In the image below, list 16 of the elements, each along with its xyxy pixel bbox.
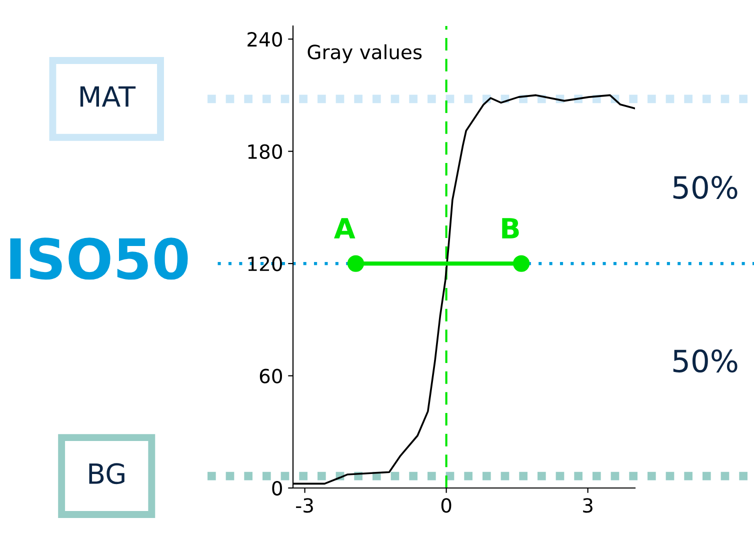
text: 50% bbox=[673, 176, 738, 199]
y-tick-label: 0 bbox=[272, 480, 282, 496]
text: 50% bbox=[673, 349, 738, 373]
annotation: B bbox=[502, 218, 519, 238]
ref-line-label: MAT bbox=[80, 86, 136, 107]
x-tick-label: 3 bbox=[583, 498, 592, 513]
ref-line-label: ISO50 bbox=[10, 238, 188, 280]
annotation: A bbox=[334, 218, 356, 238]
text: Gray values bbox=[308, 44, 422, 64]
y-tick-label: 180 bbox=[248, 144, 282, 159]
ref-line-label: BG bbox=[89, 463, 124, 484]
y-tick-label: 120 bbox=[248, 256, 282, 272]
x-tick-label: 0 bbox=[441, 498, 452, 513]
x-tick-label: -3 bbox=[296, 498, 313, 513]
y-tick-label: 60 bbox=[260, 368, 282, 384]
y-tick-label: 240 bbox=[248, 32, 282, 47]
